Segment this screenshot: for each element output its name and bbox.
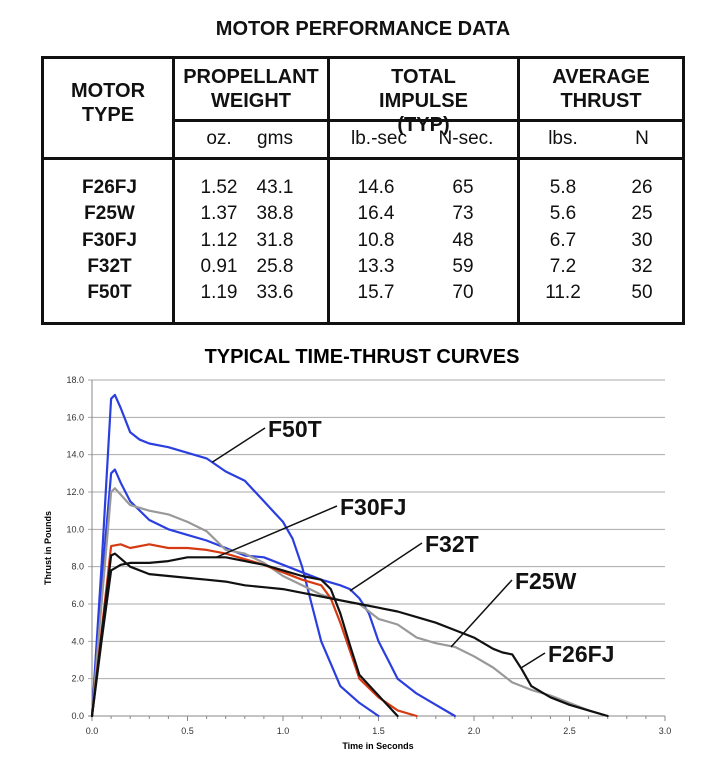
series-line-f26fj xyxy=(90,552,609,718)
motor-name: F26FJ xyxy=(82,177,137,198)
y-tick-label: 4.0 xyxy=(71,636,84,646)
divider xyxy=(172,59,175,322)
unit-lb-sec: lb.-sec xyxy=(351,128,407,149)
x-axis-label: Time in Seconds xyxy=(342,741,413,751)
divider xyxy=(44,157,682,160)
y-tick-label: 12.0 xyxy=(66,487,84,497)
annotation-label: F30FJ xyxy=(340,494,406,520)
motor-name: F30FJ xyxy=(82,229,137,251)
table-cell: 13.3 xyxy=(357,255,395,277)
y-tick-label: 8.0 xyxy=(71,562,84,572)
table-cell: 50 xyxy=(631,282,653,304)
table-cell: 38.8 xyxy=(256,203,294,225)
divider xyxy=(517,59,520,322)
motor-name: F25W xyxy=(84,203,135,225)
motor-performance-table: MOTOR TYPE PROPELLANT WEIGHT TOTAL IMPUL… xyxy=(41,56,685,325)
x-tick-label: 2.5 xyxy=(563,726,576,736)
table-cell: 73 xyxy=(452,203,474,225)
y-tick-label: 14.0 xyxy=(66,450,84,460)
y-tick-label: 0.0 xyxy=(71,711,84,721)
table-cell: 30 xyxy=(631,229,653,251)
table-cell: 10.8 xyxy=(357,229,395,251)
table-cell: 14.6 xyxy=(357,177,395,198)
series-line-f30fj xyxy=(90,556,399,718)
annotation-leader xyxy=(211,427,266,463)
table-cell: 5.6 xyxy=(549,203,577,225)
x-tick-label: 0.0 xyxy=(86,726,99,736)
unit-oz: oz. xyxy=(206,128,232,149)
table-cell: 70 xyxy=(452,282,474,304)
x-tick-label: 1.0 xyxy=(277,726,290,736)
unit-gms: gms xyxy=(257,128,293,149)
table-cell: 1.37 xyxy=(200,203,238,225)
table-title: MOTOR PERFORMANCE DATA xyxy=(215,18,511,40)
divider xyxy=(172,119,682,122)
motor-name: F32T xyxy=(87,255,132,277)
table-cell: 59 xyxy=(452,255,474,277)
annotation-label: F50T xyxy=(268,416,322,442)
table-cell: 6.7 xyxy=(549,229,577,251)
table-cell: 16.4 xyxy=(357,203,395,225)
table-cell: 43.1 xyxy=(256,177,294,198)
y-tick-label: 16.0 xyxy=(66,412,84,422)
y-tick-label: 6.0 xyxy=(71,599,84,609)
header-propellant-weight: PROPELLANT WEIGHT xyxy=(183,66,319,112)
unit-lbs: lbs. xyxy=(548,128,578,149)
y-tick-label: 2.0 xyxy=(71,674,84,684)
table-cell: 1.52 xyxy=(200,177,238,198)
table-cell: 31.8 xyxy=(256,229,294,251)
table-cell: 1.12 xyxy=(200,229,238,251)
y-tick-label: 18.0 xyxy=(66,375,84,385)
x-tick-label: 3.0 xyxy=(659,726,672,736)
table-cell: 5.8 xyxy=(549,177,577,198)
table-cell: 25 xyxy=(631,203,653,225)
table-cell: 33.6 xyxy=(256,282,294,304)
annotation-leader xyxy=(215,505,338,559)
table-cell: 26 xyxy=(631,177,653,198)
annotation-leader xyxy=(349,542,423,592)
table-cell: 48 xyxy=(452,229,474,251)
annotation-label: F32T xyxy=(425,531,479,557)
table-cell: 11.2 xyxy=(545,282,581,304)
table-cell: 32 xyxy=(631,255,653,277)
motor-name: F50T xyxy=(87,282,132,304)
time-thrust-chart: TYPICAL TIME-THRUST CURVES 0.0 2.0 4.0 6.0 8.… xyxy=(43,346,672,751)
header-total-impulse: TOTAL IMPULSE (TYP) xyxy=(379,66,468,136)
x-tick-label: 1.5 xyxy=(372,726,385,736)
table-cell: 15.7 xyxy=(357,282,395,304)
annotation-label: F26FJ xyxy=(548,641,614,667)
y-axis-label: Thrust in Pounds xyxy=(43,511,53,585)
y-tick-label: 10.0 xyxy=(66,524,84,534)
table-cell: 7.2 xyxy=(549,255,577,277)
unit-n-sec: N-sec. xyxy=(438,128,494,149)
unit-n: N xyxy=(635,128,649,149)
table-cell: 65 xyxy=(452,177,474,198)
annotation-label: F25W xyxy=(515,568,577,594)
annotation-leader xyxy=(521,652,546,669)
x-tick-label: 2.0 xyxy=(468,726,481,736)
divider xyxy=(327,59,330,322)
x-tick-label: 0.5 xyxy=(181,726,194,736)
header-motor-type: MOTOR TYPE xyxy=(70,80,146,126)
header-average-thrust: AVERAGE THRUST xyxy=(552,66,650,112)
table-cell: 1.19 xyxy=(200,282,238,304)
chart-title: TYPICAL TIME-THRUST CURVES xyxy=(205,346,520,368)
series-line-f32t xyxy=(90,468,456,718)
annotation-leader xyxy=(450,579,513,648)
series-line-f50t xyxy=(90,393,380,718)
table-cell: 0.91 xyxy=(200,255,238,277)
table-cell: 25.8 xyxy=(256,255,294,277)
